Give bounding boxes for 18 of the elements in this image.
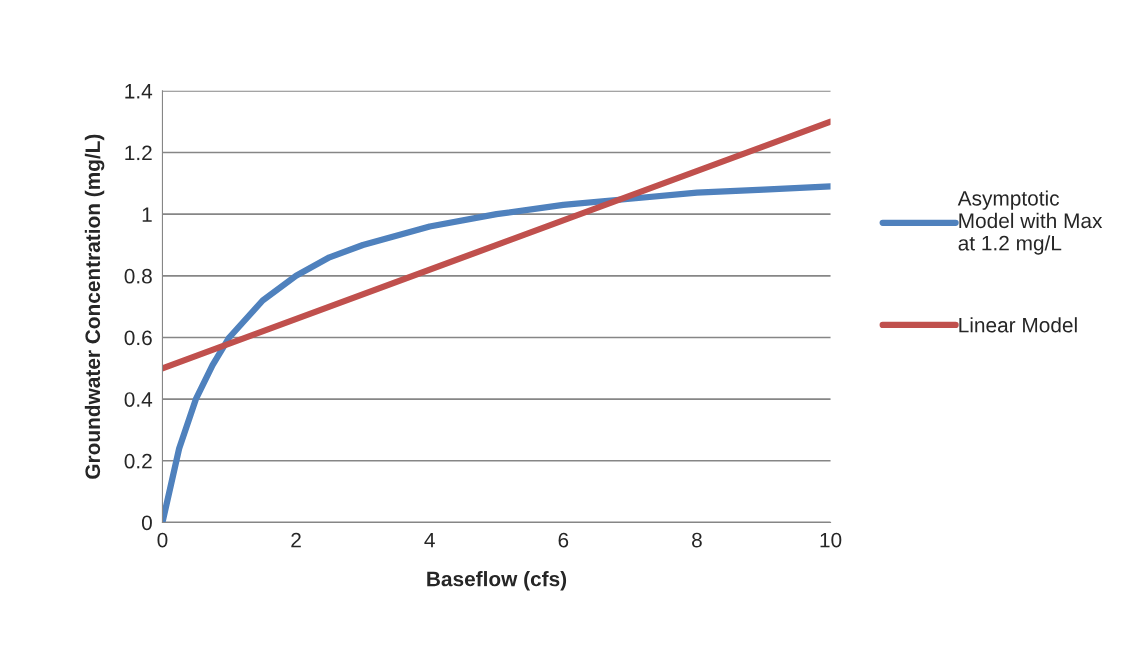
y-tick-label: 1.2	[125, 145, 152, 161]
x-axis-title: Baseflow (cfs)	[427, 571, 567, 591]
x-tick-label: 8	[692, 532, 702, 548]
x-tick-label: 6	[558, 532, 569, 548]
x-tick-label: 4	[424, 532, 435, 548]
x-tick-label: 2	[291, 532, 301, 548]
y-tick-label: 0.6	[124, 330, 152, 346]
legend-label: Linear Model	[959, 317, 1077, 333]
y-tick-label: 0.8	[124, 268, 152, 284]
y-tick-label: 1	[142, 207, 152, 222]
legend-label: Asymptotic Model with Max at 1.2 mg/L	[957, 190, 1103, 255]
y-tick-label: 0.2	[124, 453, 152, 469]
x-tick-label: 0	[157, 532, 168, 548]
y-tick-label: 0.4	[124, 392, 153, 407]
y-tick-label: 1.4	[125, 84, 153, 99]
y-axis-title: Groundwater Concentration (mg/L)	[84, 134, 105, 479]
x-tick-label: 10	[820, 532, 842, 548]
y-tick-label: 0	[141, 515, 152, 531]
